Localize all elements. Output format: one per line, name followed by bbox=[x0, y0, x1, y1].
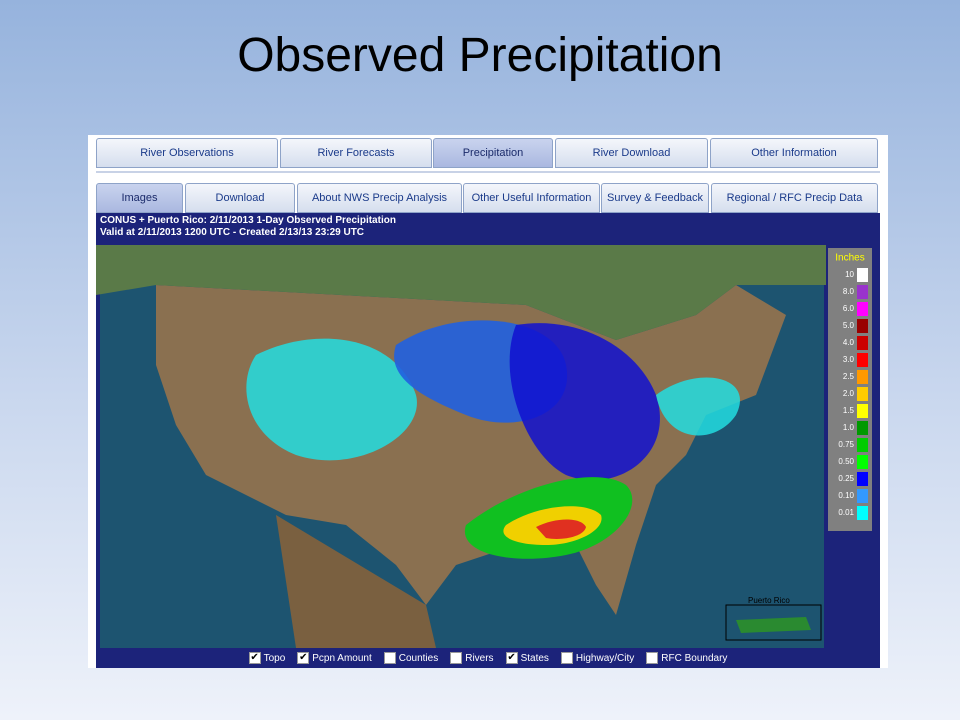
legend-swatch bbox=[857, 387, 868, 401]
checkbox[interactable] bbox=[383, 652, 396, 664]
canada bbox=[96, 245, 826, 340]
option[interactable]: Highway/City bbox=[560, 652, 635, 664]
legend-swatch bbox=[857, 285, 868, 299]
tab[interactable]: River Observations bbox=[96, 138, 278, 168]
option[interactable]: ✔ Topo bbox=[248, 652, 286, 664]
slide-title: Observed Precipitation bbox=[237, 29, 723, 82]
legend-label: 6.0 bbox=[843, 304, 855, 313]
legend-label: 0.10 bbox=[838, 491, 854, 500]
checkbox[interactable]: ✔ bbox=[505, 652, 518, 664]
option-label: Highway/City bbox=[575, 652, 635, 664]
map-panel: Puerto Rico Inches 10 8.0 6.0 5.0 4.0 3.0 2.5 2… bbox=[96, 245, 880, 648]
option-label: Topo bbox=[263, 652, 286, 664]
legend-swatch bbox=[857, 489, 868, 503]
tab[interactable]: Other Information bbox=[710, 138, 878, 168]
legend-swatch bbox=[857, 319, 868, 333]
legend-swatch bbox=[857, 268, 868, 282]
legend-swatch bbox=[857, 421, 868, 435]
tab[interactable]: Other Useful Information bbox=[463, 183, 600, 213]
inset-land bbox=[736, 617, 811, 633]
tab[interactable]: Images bbox=[96, 183, 183, 213]
tab[interactable]: River Forecasts bbox=[280, 138, 432, 168]
legend-label: 2.5 bbox=[843, 372, 855, 381]
legend-swatch bbox=[857, 302, 868, 316]
legend-label: 0.75 bbox=[838, 440, 854, 449]
legend-swatch bbox=[857, 506, 868, 520]
tab[interactable]: Precipitation bbox=[433, 138, 553, 168]
header-line: CONUS + Puerto Rico: 2/11/2013 1-Day Obs… bbox=[100, 215, 396, 226]
legend-label: 8.0 bbox=[843, 287, 855, 296]
legend-label: 0.50 bbox=[838, 457, 854, 466]
options-bar: ✔ Topo ✔ Pcpn Amount Counties Rivers ✔ States Hi… bbox=[96, 648, 880, 668]
legend-label: 3.0 bbox=[843, 355, 855, 364]
precip-area bbox=[656, 377, 740, 436]
inset-label: Puerto Rico bbox=[748, 596, 790, 605]
tab[interactable]: Download bbox=[185, 183, 295, 213]
legend-swatch bbox=[857, 353, 868, 367]
legend-label: 0.25 bbox=[838, 474, 854, 483]
checkbox[interactable]: ✔ bbox=[297, 652, 310, 664]
tab[interactable]: Regional / RFC Precip Data bbox=[711, 183, 878, 213]
legend-label: 0.01 bbox=[838, 508, 854, 517]
option-label: States bbox=[520, 652, 549, 664]
legend-swatch bbox=[857, 404, 868, 418]
header-line: Valid at 2/11/2013 1200 UTC - Created 2/… bbox=[100, 227, 365, 238]
precip-area bbox=[246, 338, 417, 461]
legend-label: 1.0 bbox=[843, 423, 855, 432]
option[interactable]: ✔ Pcpn Amount bbox=[297, 652, 372, 664]
precip-area bbox=[536, 519, 586, 539]
legend: Inches 10 8.0 6.0 5.0 4.0 3.0 2.5 2.0 1.5 1.0 0.75… bbox=[828, 248, 872, 531]
tab[interactable]: About NWS Precip Analysis bbox=[297, 183, 462, 213]
checkbox[interactable]: ✔ bbox=[248, 652, 261, 664]
legend-swatch bbox=[857, 455, 868, 469]
map-header: CONUS + Puerto Rico: 2/11/2013 1-Day Obs… bbox=[96, 213, 880, 245]
legend-label: 1.5 bbox=[843, 406, 855, 415]
tab[interactable]: Survey & Feedback bbox=[601, 183, 709, 213]
tab[interactable]: River Download bbox=[555, 138, 708, 168]
option[interactable]: Rivers bbox=[450, 652, 494, 664]
option-label: Pcpn Amount bbox=[312, 652, 372, 664]
legend-label: 4.0 bbox=[843, 338, 855, 347]
option-label: RFC Boundary bbox=[661, 652, 728, 664]
option[interactable]: Counties bbox=[383, 652, 439, 664]
divider bbox=[96, 171, 880, 173]
option-label: Counties bbox=[398, 652, 439, 664]
mexico bbox=[276, 515, 436, 648]
option[interactable]: RFC Boundary bbox=[646, 652, 727, 664]
legend-swatch bbox=[857, 472, 868, 486]
checkbox[interactable] bbox=[646, 652, 659, 664]
legend-title: Inches bbox=[835, 253, 864, 264]
legend-swatch bbox=[857, 336, 868, 350]
screenshot: CONUS + Puerto Rico: 2/11/2013 1-Day Obs… bbox=[88, 135, 888, 668]
inset-frame bbox=[725, 604, 822, 641]
legend-label: 2.0 bbox=[843, 389, 855, 398]
checkbox[interactable] bbox=[560, 652, 573, 664]
option[interactable]: ✔ States bbox=[505, 652, 549, 664]
legend-swatch bbox=[857, 438, 868, 452]
legend-label: 10 bbox=[845, 270, 854, 279]
checkbox[interactable] bbox=[450, 652, 463, 664]
legend-label: 5.0 bbox=[843, 321, 855, 330]
legend-swatch bbox=[857, 370, 868, 384]
precip-area bbox=[509, 323, 660, 481]
option-label: Rivers bbox=[465, 652, 494, 664]
map: Puerto Rico Inches 10 8.0 6.0 5.0 4.0 3.0 2.5 2… bbox=[96, 245, 872, 648]
